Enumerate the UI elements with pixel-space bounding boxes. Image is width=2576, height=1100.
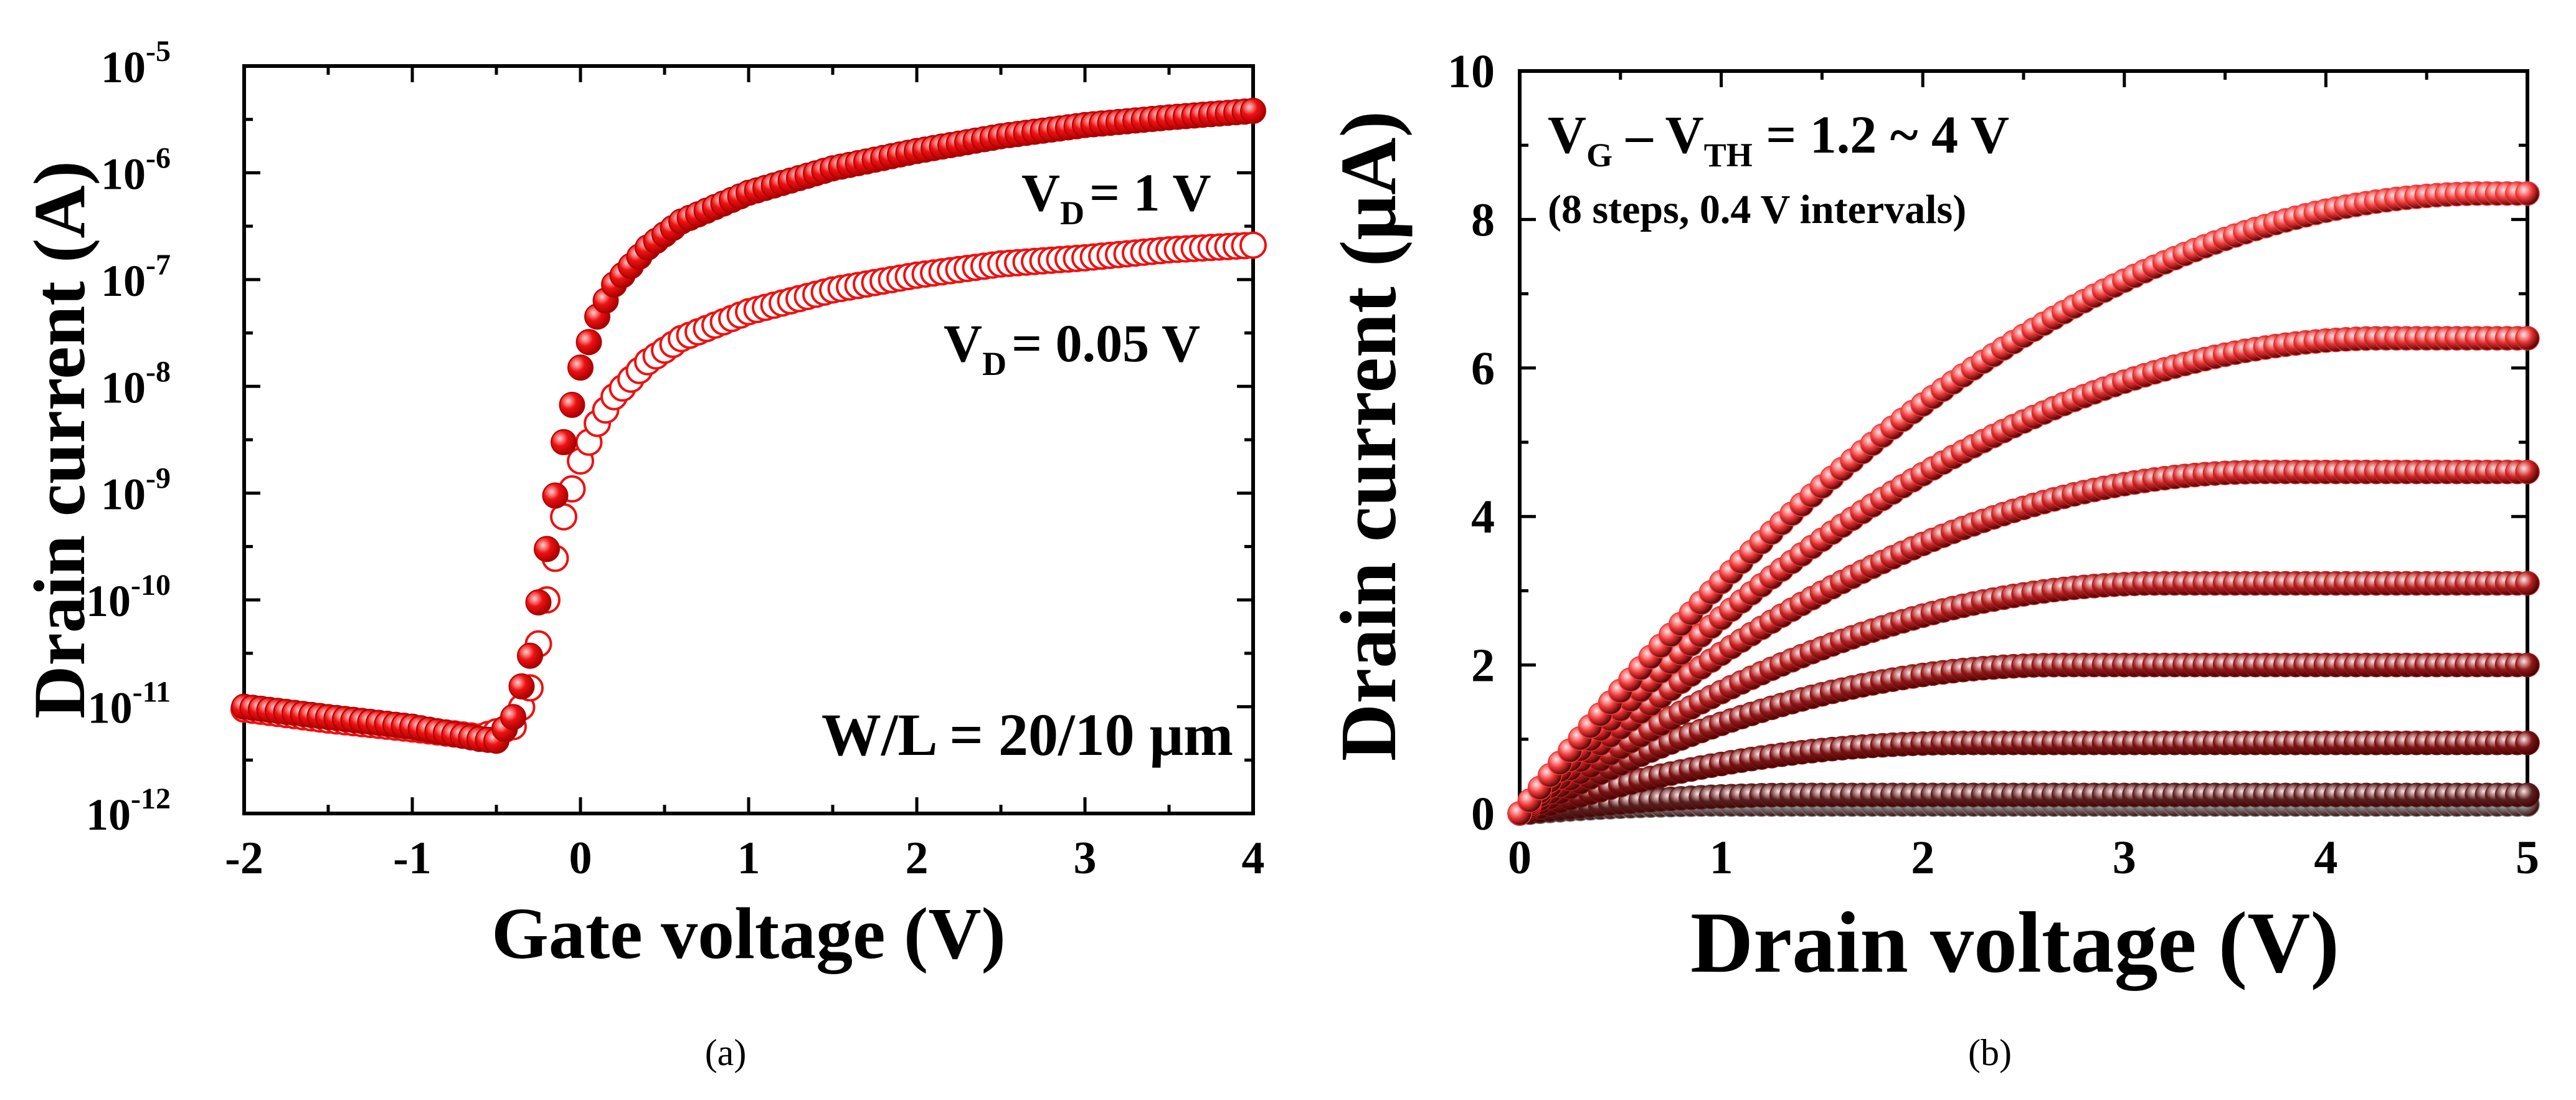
panel-b-label: (b) — [1968, 1032, 2012, 1073]
panel-b-y-tick-label: 10 — [1447, 45, 1495, 98]
panel-a-x-tick-labels: -2 -1 0 1 2 3 4 — [225, 833, 1264, 884]
panel-a-data-point — [534, 536, 560, 562]
panel-a-y-tick-label: 10-6 — [101, 141, 171, 199]
panel-a-y-tick-label: 10-9 — [101, 462, 171, 519]
panel-b-y-tick-label: 8 — [1471, 194, 1495, 246]
panel-a-annotation-vd2: VD= 0.05 V — [944, 313, 1200, 382]
panel-a-y-tick-label: 10-12 — [86, 782, 171, 840]
panel-b-y-tick-labels: 0 2 4 6 8 10 — [1447, 45, 1495, 840]
panel-a-data-point — [517, 642, 543, 669]
panel-b-x-tick-label: 0 — [1508, 832, 1532, 884]
panel-b-y-axis-label: Drain current (μA) — [1324, 111, 1413, 761]
panel-b-y-tick-label: 2 — [1471, 640, 1495, 692]
panel-b-x-tick-label: 4 — [2314, 832, 2337, 884]
panel-a-data-point — [542, 482, 569, 509]
panel-a-data-point — [575, 329, 602, 356]
panel-b-chart: 0 2 4 6 8 10 0 1 2 3 4 5 Drain voltage (V) Drain c… — [1324, 45, 2540, 1073]
panel-a-data-point — [525, 589, 552, 616]
panel-a-x-tick-label: -2 — [225, 833, 263, 884]
panel-b-data-point — [2515, 571, 2540, 596]
panel-a-y-tick-label: 10-5 — [101, 35, 171, 92]
panel-a-y-tick-label: 10-10 — [86, 569, 171, 626]
panel-a-x-tick-label: 2 — [906, 833, 929, 884]
panel-a-annotation-wl: W/L = 20/10 μm — [822, 701, 1233, 768]
panel-b-x-tick-label: 3 — [2113, 832, 2136, 884]
panel-a-x-tick-label: 3 — [1074, 833, 1097, 884]
panel-a-x-tick-label: 0 — [569, 833, 592, 884]
panel-a-data-point — [1239, 231, 1267, 259]
panel-b-x-tick-label: 1 — [1710, 832, 1733, 884]
panel-a-data-point — [508, 673, 535, 699]
panel-a-label: (a) — [705, 1032, 747, 1073]
panel-a-y-tick-label: 10-11 — [88, 676, 171, 733]
panel-a-x-tick-label: 4 — [1242, 833, 1265, 884]
panel-a-data-point — [500, 704, 526, 731]
panel-b-data-point — [2515, 326, 2540, 351]
panel-b-data-point — [2515, 181, 2540, 206]
panel-a-x-axis-label: Gate voltage (V) — [491, 893, 1006, 974]
panel-b-data-point — [2515, 782, 2540, 807]
panel-b-data-points — [1507, 181, 2540, 826]
panel-b-x-tick-labels: 0 1 2 3 4 5 — [1508, 832, 2539, 884]
panel-a-chart: 10-12 10-11 10-10 10-9 10-8 10-7 10-6 10-5 -2 -1… — [19, 35, 1267, 1073]
panel-b-x-axis-label: Drain voltage (V) — [1690, 894, 2339, 991]
panel-a-data-point — [1240, 98, 1266, 124]
panel-a-annotation-vd1: VD= 1 V — [1021, 163, 1211, 232]
panel-a-ticks — [242, 64, 1255, 815]
panel-a-data-point — [559, 392, 585, 418]
panel-a-y-axis-label: Drain current (A) — [19, 161, 100, 719]
panel-b-data-point — [2515, 652, 2540, 678]
panel-a-y-tick-label: 10-7 — [101, 249, 171, 306]
panel-b-data-point — [2515, 459, 2540, 485]
panel-b-y-tick-label: 6 — [1471, 343, 1495, 395]
panel-a-data-point — [567, 354, 594, 381]
panel-b-y-tick-label: 0 — [1471, 788, 1495, 840]
panel-b-annotation-line2: (8 steps, 0.4 V intervals) — [1548, 187, 1966, 232]
panel-a-data-point — [551, 429, 577, 455]
panel-b-data-point — [2515, 731, 2540, 756]
panel-a-data-points — [230, 98, 1267, 754]
panel-b-annotation-line1: VG – VTH = 1.2 ~ 4 V — [1548, 105, 2009, 174]
panel-a-x-tick-label: -1 — [393, 833, 432, 884]
panel-b-x-tick-label: 2 — [1911, 832, 1934, 884]
panel-a-y-tick-labels: 10-12 10-11 10-10 10-9 10-8 10-7 10-6 10-5 — [86, 35, 171, 840]
panel-a-x-tick-label: 1 — [737, 833, 760, 884]
panel-b-y-tick-label: 4 — [1471, 491, 1495, 543]
panel-a-y-tick-label: 10-8 — [101, 355, 171, 412]
panel-b-x-tick-label: 5 — [2516, 832, 2539, 884]
